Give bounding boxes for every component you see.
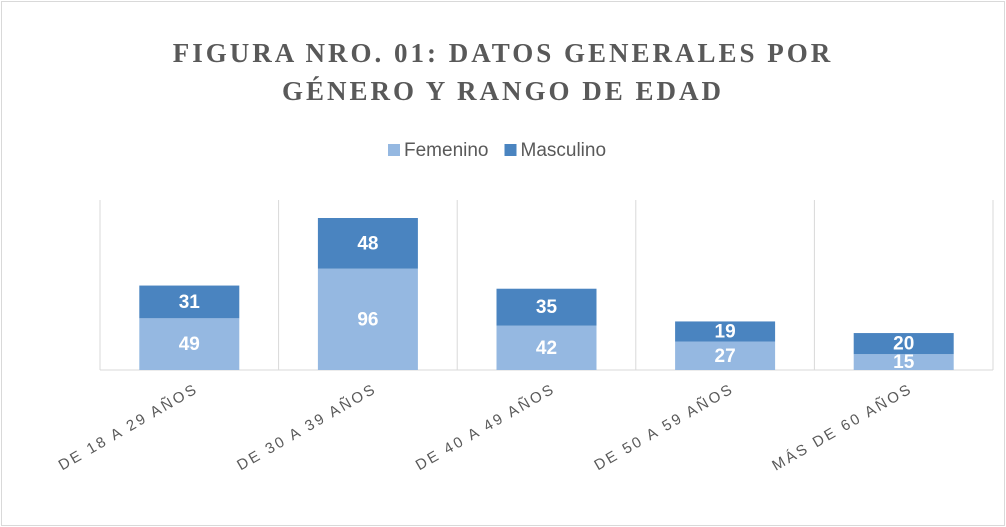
data-label: 15 [893, 352, 915, 373]
bar-segment [139, 318, 240, 370]
x-tick-label: DE 18 A 29 AÑOS [56, 380, 202, 474]
bar-segment [853, 354, 954, 370]
bar-segment [675, 321, 776, 342]
data-label: 48 [357, 233, 378, 254]
bar-segment [675, 341, 776, 370]
bar-segment [853, 333, 954, 355]
bar-segment [317, 218, 418, 269]
bar-segment [139, 285, 240, 319]
data-label: 20 [893, 334, 914, 355]
legend-label: Masculino [521, 140, 607, 161]
chart-title: FIGURA NRO. 01: DATOS GENERALES POR GÉNE… [172, 38, 834, 106]
x-tick-label: DE 30 A 39 AÑOS [234, 380, 380, 474]
bar-segment [317, 268, 418, 370]
legend-swatch [504, 144, 517, 156]
bar-segment [496, 325, 597, 370]
data-label: 31 [179, 292, 201, 313]
x-tick-label: MÁS DE 60 AÑOS [769, 380, 915, 474]
bar-segment [496, 288, 597, 326]
legend-swatch [388, 144, 400, 156]
x-tick-label: DE 40 A 49 AÑOS [413, 380, 559, 474]
x-tick-label: DE 50 A 59 AÑOS [591, 380, 737, 474]
data-label: 49 [179, 334, 200, 355]
data-label: 27 [715, 346, 736, 367]
data-label: 19 [715, 321, 736, 342]
legend-label: Femenino [404, 140, 489, 161]
data-label: 35 [536, 297, 558, 318]
data-label: 96 [357, 309, 378, 330]
data-label: 42 [536, 338, 557, 359]
